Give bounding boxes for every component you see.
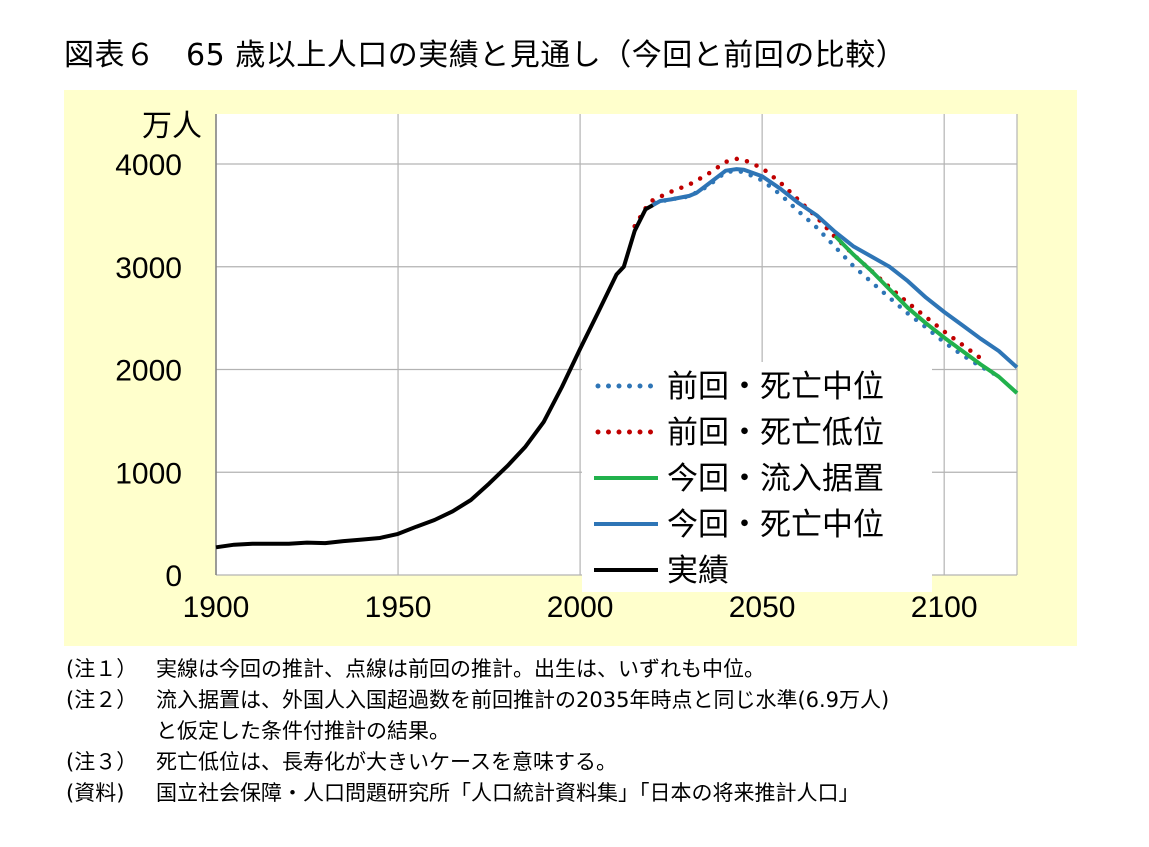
legend-label: 前回・死亡低位 [667,415,884,451]
series-line-current-migration-fixed [833,234,1019,395]
tick-labels: 1900 1950 2000 2050 2100 0 1000 2000 3000 4000 [115,149,977,624]
note-label: (資料) [66,781,125,805]
x-tick-label: 1950 [365,591,432,624]
series-line-actual [215,203,654,550]
legend-label: 前回・死亡中位 [667,369,884,405]
series-line-previous-mortality-low [632,156,983,361]
note-text: 国立社会保障・人口問題研究所「人口統計資料集」「日本の将来推計人口」 [156,781,860,805]
note-label: (注１） [66,657,138,681]
note-text: 死亡低位は、長寿化が大きいケースを意味する。 [156,750,617,774]
x-tick-label: 1900 [183,591,250,624]
note-1: (注１） 実線は今回の推計、点線は前回の推計。出生は、いずれも中位。 [66,654,889,685]
y-tick-label: 3000 [115,252,182,285]
note-label [66,716,156,747]
legend-label: 実績 [667,553,729,589]
chart-title: 図表６ 65 歳以上人口の実績と見通し（今回と前回の比較） [64,38,907,73]
line-chart: 1900 1950 2000 2050 2100 0 1000 2000 3000 4000 万人… [115,110,1019,624]
series-lines [215,156,1019,550]
x-tick-label: 2000 [547,591,614,624]
series-line-previous-mortality-medium [632,168,1002,379]
note-source: (資料) 国立社会保障・人口問題研究所「人口統計資料集」「日本の将来推計人口」 [66,778,889,809]
note-3: (注３） 死亡低位は、長寿化が大きいケースを意味する。 [66,747,889,778]
note-text: 流入据置は、外国人入国超過数を前回推計の2035年時点と同じ水準(6.9万人) [156,688,890,712]
y-tick-label: 4000 [115,149,182,182]
note-2: (注２） 流入据置は、外国人入国超過数を前回推計の2035年時点と同じ水準(6.… [66,685,889,716]
note-label: (注２） [66,688,138,712]
note-2-continued: と仮定した条件付推計の結果。 [66,716,889,747]
note-text: と仮定した条件付推計の結果。 [156,719,450,743]
footnotes: (注１） 実線は今回の推計、点線は前回の推計。出生は、いずれも中位。 (注２） … [66,654,889,809]
y-tick-label: 2000 [115,355,182,388]
note-text: 実線は今回の推計、点線は前回の推計。出生は、いずれも中位。 [156,657,765,681]
note-label: (注３） [66,750,138,774]
x-tick-label: 2100 [911,591,978,624]
legend-label: 今回・死亡中位 [667,507,884,543]
legend-label: 今回・流入据置 [667,461,884,497]
y-tick-label: 0 [165,560,182,593]
x-tick-label: 2050 [729,591,796,624]
y-tick-label: 1000 [115,457,182,490]
series-line-current-mortality-medium [651,167,1019,369]
y-unit-label: 万人 [142,110,202,143]
